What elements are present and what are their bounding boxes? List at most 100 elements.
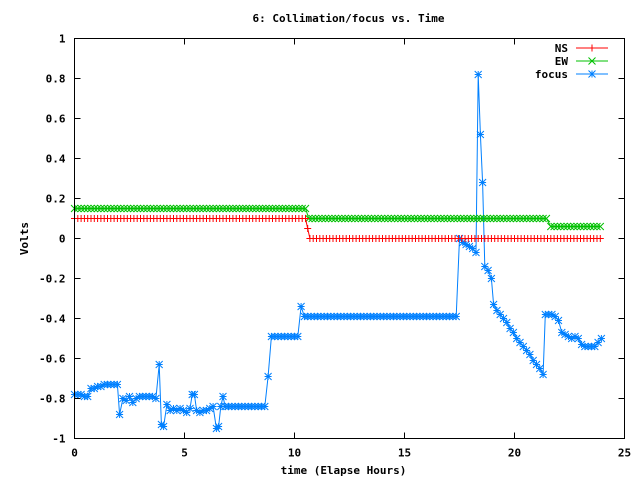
data-point-ew	[136, 204, 145, 213]
data-point-ew	[90, 204, 99, 213]
data-point-focus	[574, 334, 583, 343]
data-point-ew	[143, 204, 151, 213]
data-point-ew	[347, 214, 356, 223]
data-point-focus	[590, 342, 599, 351]
data-point-focus	[476, 130, 485, 139]
data-point-focus	[564, 332, 573, 341]
data-point-focus	[186, 404, 194, 413]
data-point-ew	[100, 204, 109, 213]
data-point-ew	[354, 214, 363, 223]
legend-item-focus: focus	[535, 68, 608, 81]
data-point-ew	[374, 214, 382, 223]
data-point-focus	[122, 396, 131, 405]
data-point-focus	[571, 332, 579, 341]
data-point-ew	[387, 214, 396, 223]
data-point-ew	[166, 204, 175, 213]
y-tick-label: 0.6	[46, 113, 66, 126]
data-point-ew	[509, 214, 518, 223]
data-point-focus	[554, 316, 563, 325]
data-point-focus	[539, 370, 547, 379]
data-point-ew	[334, 214, 343, 223]
data-point-ew	[120, 204, 128, 213]
data-point-focus	[535, 364, 544, 373]
data-point-focus	[205, 404, 214, 413]
data-point-ew	[466, 214, 475, 223]
data-point-focus	[561, 330, 569, 339]
data-point-ew	[407, 214, 415, 223]
data-point-ew	[268, 204, 277, 213]
data-point-focus	[557, 328, 566, 337]
data-point-focus	[159, 422, 168, 431]
data-point-ew	[139, 204, 148, 213]
data-point-focus	[297, 302, 305, 311]
data-point-ew	[189, 204, 198, 213]
data-point-ew	[205, 204, 214, 213]
data-point-ew	[83, 204, 92, 213]
data-point-ew	[159, 204, 168, 213]
data-point-focus	[548, 310, 556, 319]
x-tick-label: 15	[398, 447, 411, 460]
data-point-ew	[486, 214, 495, 223]
data-point-focus	[577, 340, 586, 349]
x-tick-label: 0	[71, 447, 78, 460]
data-point-focus	[179, 406, 188, 415]
data-point-ew	[172, 204, 181, 213]
data-point-focus	[516, 338, 524, 347]
data-point-ew	[364, 214, 373, 223]
data-point-focus	[474, 70, 483, 79]
data-point-ew	[469, 214, 478, 223]
data-point-focus	[480, 262, 489, 271]
data-point-ew	[463, 214, 472, 223]
data-point-ew	[351, 214, 359, 223]
data-point-ew	[182, 204, 191, 213]
data-point-ew	[291, 204, 300, 213]
data-point-focus	[172, 406, 181, 415]
data-point-ew	[539, 214, 547, 223]
data-point-ew	[579, 222, 588, 231]
data-point-focus	[567, 334, 576, 343]
data-point-ew	[130, 204, 138, 213]
data-point-focus	[90, 384, 99, 393]
data-point-ew	[163, 204, 171, 213]
data-point-ew	[397, 214, 406, 223]
data-point-ew	[209, 204, 217, 213]
data-point-ew	[77, 204, 85, 213]
data-point-ew	[433, 214, 442, 223]
y-tick-label: -0.8	[39, 393, 66, 406]
data-point-ew	[576, 222, 585, 231]
data-point-ew	[278, 204, 287, 213]
data-point-ew	[110, 204, 118, 213]
data-point-ns	[302, 215, 309, 222]
data-point-ew	[331, 214, 340, 223]
data-point-focus	[597, 334, 606, 343]
data-point-focus	[125, 392, 134, 401]
data-point-focus	[522, 346, 531, 355]
data-point-focus	[119, 394, 127, 403]
data-point-focus	[113, 380, 122, 389]
data-point-focus	[214, 422, 223, 431]
data-point-ew	[245, 204, 254, 213]
series-focus	[70, 70, 606, 433]
data-point-ew	[532, 214, 541, 223]
data-point-ew	[390, 214, 399, 223]
data-point-ew	[479, 214, 488, 223]
data-point-ew	[546, 222, 555, 231]
data-point-ew	[149, 204, 158, 213]
data-point-ew	[413, 214, 422, 223]
data-point-ew	[489, 214, 498, 223]
data-point-ew	[344, 214, 353, 223]
series-line-focus	[74, 74, 602, 430]
y-tick-label: -1	[52, 433, 66, 446]
data-point-ew	[103, 204, 112, 213]
data-point-focus	[509, 328, 518, 337]
data-point-ew	[519, 214, 528, 223]
data-point-ew	[377, 214, 386, 223]
data-point-focus	[484, 266, 492, 275]
data-point-ew	[596, 222, 605, 231]
data-point-ew	[199, 204, 208, 213]
data-point-focus	[97, 382, 105, 391]
data-point-ew	[341, 214, 349, 223]
data-point-ew	[169, 204, 178, 213]
